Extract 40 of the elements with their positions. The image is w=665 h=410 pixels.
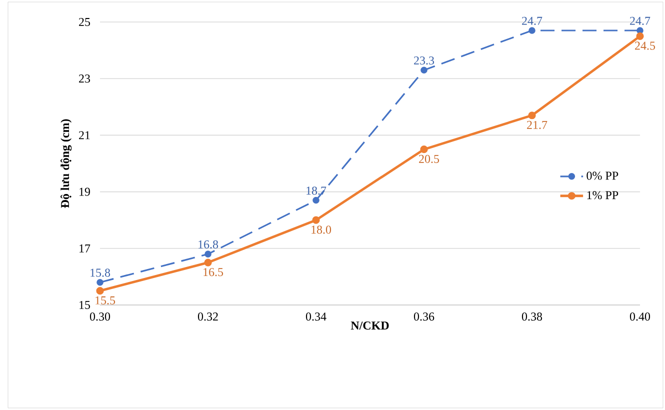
x-tick-label: 0.30 — [90, 312, 110, 321]
x-tick-label: 0.40 — [630, 312, 650, 321]
point — [636, 27, 644, 34]
data-label: 24.7 — [522, 16, 542, 25]
data-label: 18.0 — [312, 226, 332, 234]
x-tick-label: 0.32 — [198, 312, 218, 321]
y-tick-label: 15 — [80, 300, 90, 309]
data-label: 16.5 — [204, 268, 224, 276]
data-label: 15.8 — [90, 268, 110, 277]
x-axis-title: N/CKD — [350, 322, 389, 330]
y-tick-label: 17 — [80, 244, 90, 252]
data-label: 23.3 — [414, 56, 434, 65]
data-label: 18.7 — [306, 186, 326, 195]
point — [96, 287, 104, 295]
x-tick-label: 0.34 — [306, 312, 326, 321]
point — [420, 66, 428, 74]
point — [312, 196, 320, 204]
y-tick-label: 21 — [79, 131, 90, 140]
point — [96, 278, 104, 286]
data-label: 16.8 — [198, 240, 218, 249]
data-label: 20.5 — [419, 154, 440, 164]
point — [312, 216, 320, 224]
point — [528, 27, 536, 34]
data-label: 24.7 — [630, 16, 650, 25]
point — [636, 32, 644, 40]
y-tick-label: 25 — [79, 18, 90, 26]
data-label: 24.5 — [635, 42, 656, 50]
x-tick-label: 0.38 — [522, 312, 542, 321]
y-tick-label: 19 — [80, 188, 90, 196]
data-label: 15.5 — [96, 296, 116, 304]
y-tick-label: 23 — [79, 74, 90, 83]
legend-label: 0% PP — [586, 172, 618, 180]
data-label: 21.7 — [527, 120, 548, 130]
point — [528, 112, 536, 120]
point — [204, 250, 212, 258]
y-axis-title: Độ lưu động (cm) — [60, 119, 72, 208]
legend-label: 1% PP — [587, 191, 618, 200]
point — [420, 146, 428, 154]
point — [204, 258, 212, 266]
x-tick-label: 0.36 — [414, 312, 434, 321]
